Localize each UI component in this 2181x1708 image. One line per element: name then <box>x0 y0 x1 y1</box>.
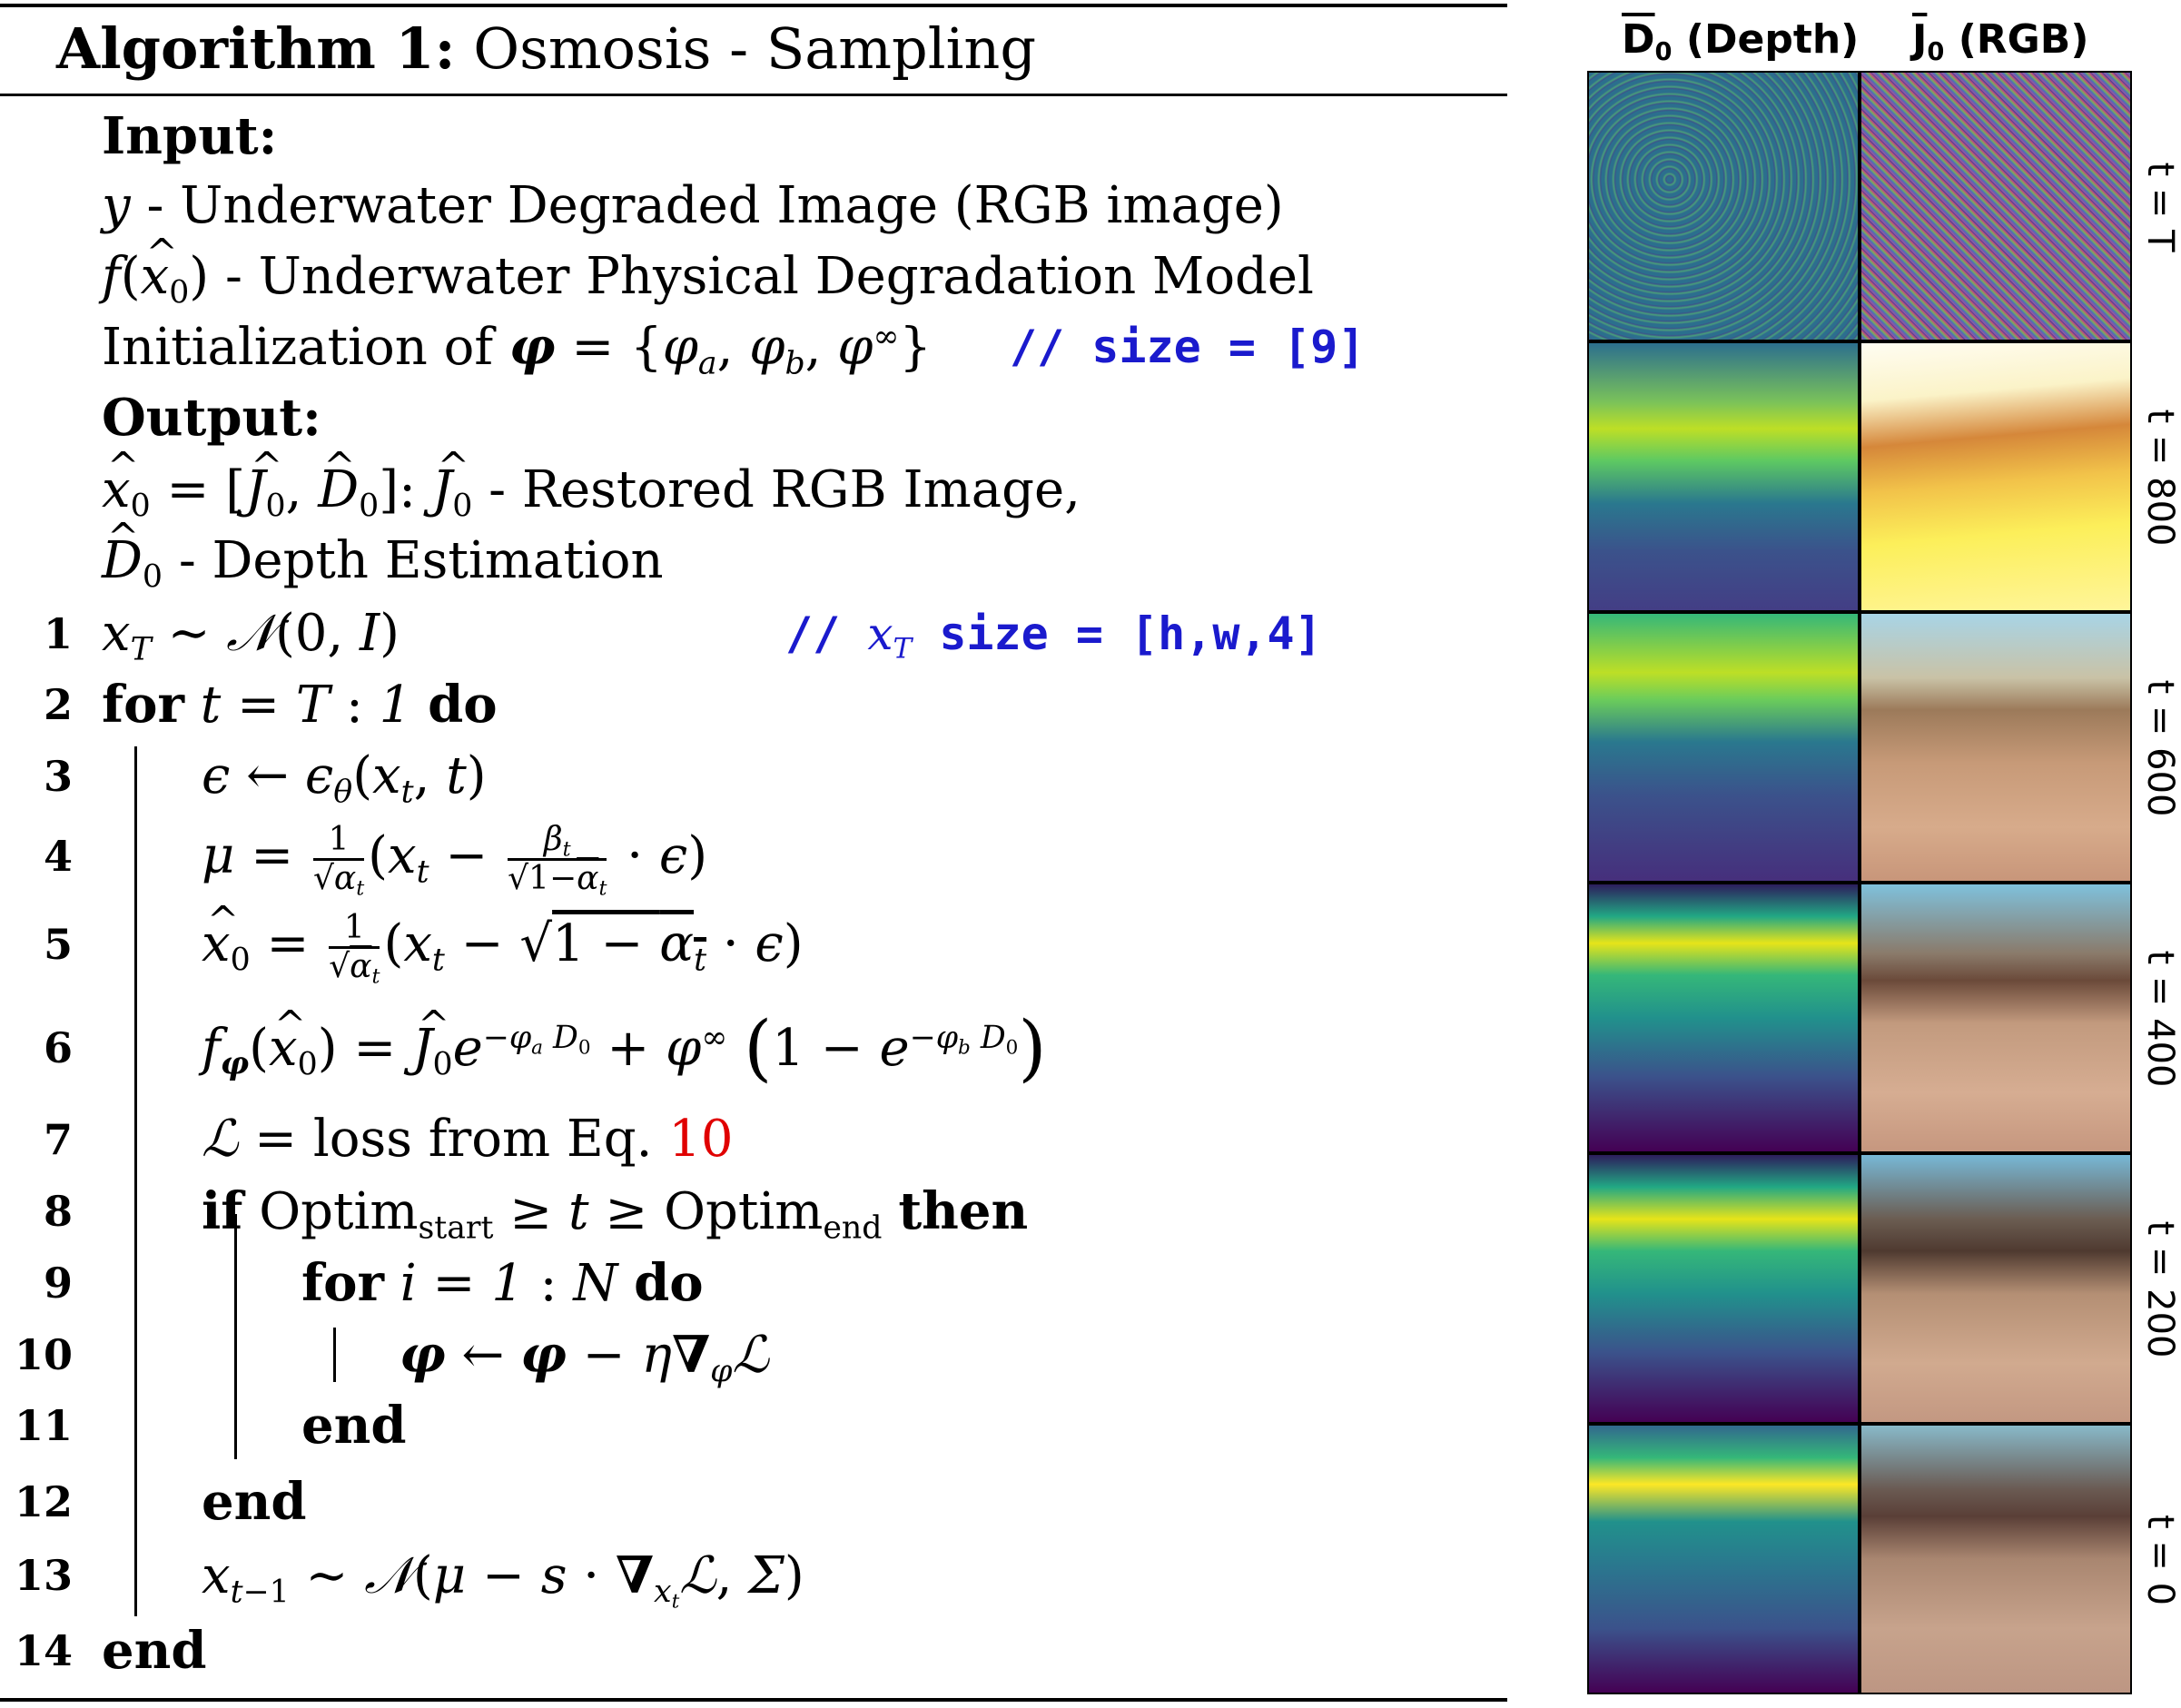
input-y-line: y - Underwater Degraded Image (RGB image… <box>0 170 1507 242</box>
algo-line-9: 9 for i = 1 : N do <box>0 1247 1507 1319</box>
line-number: 11 <box>14 1401 73 1450</box>
rgb-tile-t-800 <box>1860 341 2132 612</box>
output-d0-line: D0 - Depth Estimation <box>0 501 1507 597</box>
line-11-stmt: end <box>301 1396 407 1456</box>
input-y: y - Underwater Degraded Image (RGB image… <box>102 176 1284 235</box>
algo-line-1: 1 xT ∼ 𝒩(0, I) // xT size = [h,w,4] <box>0 597 1507 670</box>
rgb-tile-t-0 <box>1860 1424 2132 1694</box>
algo-line-7: 7 ℒ = loss from Eq. 10 <box>0 1103 1507 1176</box>
row-label-t-200: t = 200 <box>2139 1220 2181 1358</box>
line-2-stmt: for t = T : 1 do <box>102 675 498 735</box>
algo-line-4: 4 μ = 1 √αt (xt − βt √1−αt · ϵ) <box>0 820 1507 899</box>
line-number: 14 <box>14 1626 73 1675</box>
line-5-stmt: x0 = 1√αt(xt − √1 − αt · ϵ) <box>202 884 804 987</box>
line-number: 4 <box>43 832 73 881</box>
depth-tile-t-400 <box>1587 883 1860 1153</box>
depth-tile-t-T <box>1587 71 1860 341</box>
depth-column-header: D0 (Depth) <box>1622 16 1860 67</box>
row-label-t-600: t = 600 <box>2139 679 2181 817</box>
algo-line-8: 8 if Optimstart ≥ t ≥ Optimend then <box>0 1175 1507 1248</box>
line-number: 8 <box>43 1187 73 1236</box>
line-number: 1 <box>43 609 73 658</box>
algorithm-block: Algorithm 1: Osmosis - Sampling Input: y… <box>0 0 1512 1708</box>
line-number: 5 <box>43 920 73 969</box>
output-x0: x0 = [J0, D0]: J0 - Restored RGB Image, <box>102 430 1081 527</box>
algo-line-6: 6 fφ(x0) = J0e−φa D0 + φ∞ (1 − e−φb D0) <box>0 989 1507 1085</box>
depth-tile-t-0 <box>1587 1424 1860 1694</box>
line-8-stmt: if Optimstart ≥ t ≥ Optimend then <box>202 1181 1029 1247</box>
line-14-stmt: end <box>102 1621 207 1681</box>
inner-for-scope-bar <box>333 1328 336 1382</box>
init-comment: // size = [9] <box>1010 321 1366 373</box>
output-x0-line: x0 = [J0, D0]: J0 - Restored RGB Image, <box>0 430 1507 527</box>
line-6-stmt: fφ(x0) = J0e−φa D0 + φ∞ (1 − e−φb D0) <box>202 989 1047 1085</box>
line-9-stmt: for i = 1 : N do <box>301 1253 704 1313</box>
line-7-stmt: ℒ = loss from Eq. 10 <box>202 1110 734 1169</box>
line-3-stmt: ϵ ← ϵθ(xt, t) <box>202 746 487 811</box>
row-label-t-T: t = T <box>2139 162 2181 252</box>
depth-tile-t-200 <box>1587 1153 1860 1424</box>
input-f-line: f(x0) - Underwater Physical Degradation … <box>0 217 1507 313</box>
algo-line-10: 10 φ ← φ − η∇φℒ <box>0 1318 1507 1391</box>
for-scope-bar <box>134 746 137 1616</box>
algo-line-12: 12 end <box>0 1466 1507 1538</box>
title-prefix: Algorithm 1: <box>56 15 456 82</box>
title-rule <box>0 94 1507 96</box>
row-label-t-400: t = 400 <box>2139 950 2181 1088</box>
algo-line-11: 11 end <box>0 1389 1507 1462</box>
row-label-t-800: t = 800 <box>2139 409 2181 547</box>
line-12-stmt: end <box>202 1472 307 1532</box>
line-number: 9 <box>43 1259 73 1308</box>
line-number: 10 <box>14 1330 73 1379</box>
input-f: f(x0) - Underwater Physical Degradation … <box>102 217 1314 313</box>
line-4-stmt: μ = 1 √αt (xt − βt √1−αt · ϵ) <box>202 821 708 901</box>
init-text: Initialization of φ = {φa, φb, φ∞} <box>102 317 933 382</box>
rgb-tile-t-600 <box>1860 612 2132 883</box>
line-number: 6 <box>43 1023 73 1072</box>
line-number: 12 <box>14 1477 73 1526</box>
init-line: Initialization of φ = {φa, φb, φ∞} // si… <box>0 311 1507 383</box>
output-d0: D0 - Depth Estimation <box>102 501 664 597</box>
line-number: 13 <box>14 1551 73 1600</box>
line-1-stmt: xT ∼ 𝒩(0, I) <box>102 604 400 668</box>
rgb-tile-t-T <box>1860 71 2132 341</box>
input-heading-line: Input: <box>0 100 1507 173</box>
if-scope-bar <box>234 1214 237 1459</box>
line-number: 7 <box>43 1115 73 1164</box>
algo-line-2: 2 for t = T : 1 do <box>0 668 1507 741</box>
line-10-stmt: φ ← φ − η∇φℒ <box>400 1325 769 1390</box>
equation-reference-link[interactable]: 10 <box>668 1110 734 1169</box>
algo-line-14: 14 end <box>0 1614 1507 1687</box>
rgb-tile-t-200 <box>1860 1153 2132 1424</box>
rgb-tile-t-400 <box>1860 883 2132 1153</box>
line-13-stmt: xt−1 ∼ 𝒩(μ − s · ∇xtℒ, Σ) <box>202 1545 804 1614</box>
algo-line-13: 13 xt−1 ∼ 𝒩(μ − s · ∇xtℒ, Σ) <box>0 1539 1507 1612</box>
sampling-progress-panel: D0 (Depth) J0 (RGB) t = T t = 800 t = 60… <box>1587 0 2181 1708</box>
title-name: Osmosis - Sampling <box>473 15 1037 82</box>
depth-tile-t-600 <box>1587 612 1860 883</box>
top-rule <box>0 4 1507 7</box>
row-label-t-0: t = 0 <box>2139 1514 2181 1606</box>
depth-tile-t-800 <box>1587 341 1860 612</box>
bottom-rule <box>0 1698 1507 1702</box>
output-heading-line: Output: <box>0 381 1507 454</box>
line-number: 2 <box>43 680 73 729</box>
line-1-comment: // xT size = [h,w,4] <box>785 607 1322 666</box>
line-number: 3 <box>43 752 73 801</box>
algo-line-3: 3 ϵ ← ϵθ(xt, t) <box>0 740 1507 813</box>
input-label: Input: <box>102 106 278 166</box>
algo-line-5: 5 x0 = 1√αt(xt − √1 − αt · ϵ) <box>0 884 1507 987</box>
algorithm-title: Algorithm 1: Osmosis - Sampling <box>56 13 1036 85</box>
rgb-column-header: J0 (RGB) <box>1912 16 2089 67</box>
